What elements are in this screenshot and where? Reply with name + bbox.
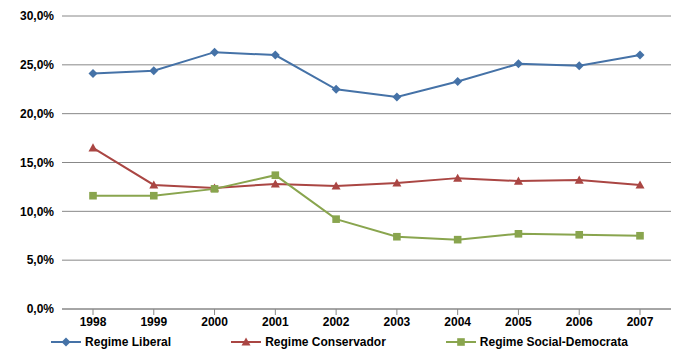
svg-text:5,0%: 5,0%	[27, 253, 55, 267]
svg-text:2005: 2005	[505, 315, 532, 329]
svg-text:0,0%: 0,0%	[27, 302, 55, 316]
svg-text:15,0%: 15,0%	[20, 156, 54, 170]
svg-text:2004: 2004	[444, 315, 471, 329]
svg-text:2000: 2000	[201, 315, 228, 329]
svg-text:30,0%: 30,0%	[20, 9, 54, 23]
svg-text:20,0%: 20,0%	[20, 107, 54, 121]
svg-text:2003: 2003	[384, 315, 411, 329]
svg-text:2002: 2002	[323, 315, 350, 329]
svg-text:2006: 2006	[566, 315, 593, 329]
html-text:Regime Liberal: Regime Liberal	[85, 335, 172, 349]
svg-text:2001: 2001	[262, 315, 289, 329]
svg-text:10,0%: 10,0%	[20, 205, 54, 219]
svg-text:25,0%: 25,0%	[20, 58, 54, 72]
svg-text:1999: 1999	[140, 315, 167, 329]
html-text:Regime Conservador: Regime Conservador	[265, 335, 386, 349]
html-text:Regime Social-Democrata: Regime Social-Democrata	[479, 335, 628, 349]
svg-text:2007: 2007	[627, 315, 654, 329]
svg-text:1998: 1998	[80, 315, 107, 329]
